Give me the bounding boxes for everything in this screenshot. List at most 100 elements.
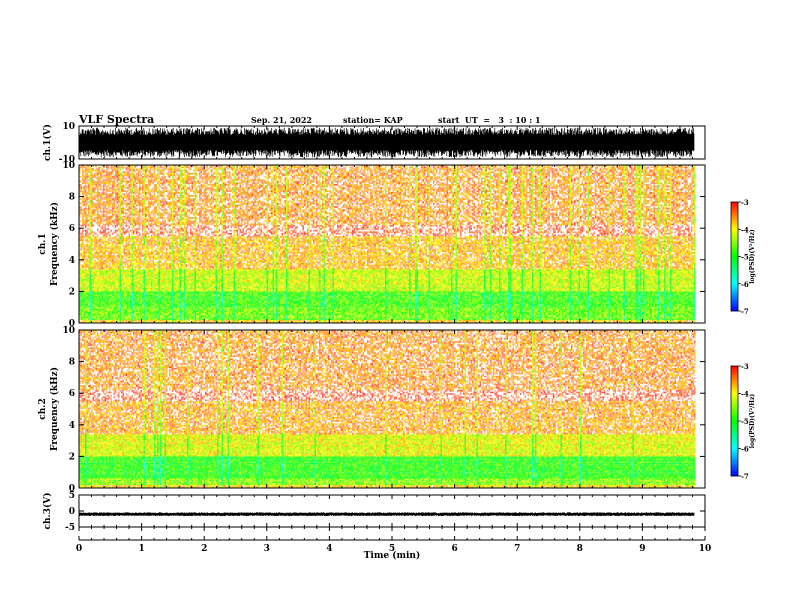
colorbar-1-swatch bbox=[731, 278, 738, 280]
colorbar-2-swatch bbox=[731, 449, 738, 451]
colorbar-1-swatch bbox=[731, 204, 738, 206]
colorbar-2-swatch bbox=[731, 406, 738, 408]
colorbar-1-swatch bbox=[731, 220, 738, 222]
colorbar-2-swatch bbox=[731, 428, 738, 430]
colorbar-label: log(PSD)(V²/Hz) bbox=[749, 394, 756, 449]
colorbar-2-swatch bbox=[731, 452, 738, 454]
colorbar-1-swatch bbox=[731, 235, 738, 237]
colorbar-1-swatch bbox=[731, 307, 738, 309]
time-tick-label: 6 bbox=[451, 544, 457, 554]
colorbar-2-swatch bbox=[731, 461, 738, 463]
colorbar-2-swatch bbox=[731, 467, 738, 469]
colorbar-tick-label: -6 bbox=[741, 280, 749, 289]
colorbar-1-swatch bbox=[731, 233, 738, 235]
colorbar-2-swatch bbox=[731, 384, 738, 386]
colorbar-2-swatch bbox=[731, 377, 738, 379]
colorbar-2-swatch bbox=[731, 370, 738, 372]
waveform-trace-1 bbox=[79, 128, 694, 158]
colorbar-2-swatch bbox=[731, 463, 738, 465]
colorbar-2-swatch bbox=[731, 441, 738, 443]
colorbar-1-swatch bbox=[731, 267, 738, 269]
colorbar-1-swatch bbox=[731, 282, 738, 284]
colorbar-tick-label: -7 bbox=[741, 307, 749, 316]
colorbar-2-swatch bbox=[731, 469, 738, 471]
colorbar-1-swatch bbox=[731, 242, 738, 244]
time-tick-label: 9 bbox=[639, 544, 645, 554]
colorbar-2-swatch bbox=[731, 375, 738, 377]
colorbar-2-swatch bbox=[731, 390, 738, 392]
colorbar-2-swatch bbox=[731, 368, 738, 370]
colorbar-2-swatch bbox=[731, 410, 738, 412]
colorbar-1-swatch bbox=[731, 213, 738, 215]
ch1-channel-label: ch.1 bbox=[38, 233, 48, 254]
colorbar-2-swatch bbox=[731, 419, 738, 421]
colorbar-1-swatch bbox=[731, 262, 738, 264]
colorbar-1-swatch bbox=[731, 238, 738, 240]
colorbar-1-swatch bbox=[731, 244, 738, 246]
colorbar-1-swatch bbox=[731, 286, 738, 288]
y-tick-label: 4 bbox=[69, 256, 75, 266]
colorbar-1-swatch bbox=[731, 257, 738, 259]
colorbar-2-swatch bbox=[731, 405, 738, 407]
colorbar-1-swatch bbox=[731, 206, 738, 208]
colorbar-1-swatch bbox=[731, 217, 738, 219]
y-tick-label: 8 bbox=[69, 358, 75, 368]
y-tick-label: 8 bbox=[69, 193, 75, 203]
colorbar-1-swatch bbox=[731, 276, 738, 278]
time-tick-label: 3 bbox=[264, 544, 270, 554]
colorbar-2-swatch bbox=[731, 450, 738, 452]
colorbar-2-swatch bbox=[731, 445, 738, 447]
colorbar-2-swatch bbox=[731, 454, 738, 456]
colorbar-1-swatch bbox=[731, 304, 738, 306]
colorbar-tick-label: -5 bbox=[741, 417, 749, 426]
ch2-channel-label: ch.2 bbox=[38, 398, 48, 419]
colorbar-2-swatch bbox=[731, 414, 738, 416]
colorbar-2-swatch bbox=[731, 465, 738, 467]
colorbar-1-swatch bbox=[731, 227, 738, 229]
colorbar-2-swatch bbox=[731, 417, 738, 419]
colorbar-2-swatch bbox=[731, 423, 738, 425]
time-tick-label: 10 bbox=[699, 544, 712, 554]
colorbar-1-swatch bbox=[731, 296, 738, 298]
colorbar-2-swatch bbox=[731, 412, 738, 414]
y-tick-label: 0 bbox=[69, 507, 75, 517]
colorbar-tick-label: -3 bbox=[741, 362, 749, 371]
colorbar-2-swatch bbox=[731, 438, 738, 440]
colorbar-label: log(PSD)(V²/Hz) bbox=[749, 229, 756, 284]
colorbar-2-swatch bbox=[731, 403, 738, 405]
colorbar-1-swatch bbox=[731, 251, 738, 253]
spectrogram-2 bbox=[79, 330, 696, 488]
colorbar-1-swatch bbox=[731, 226, 738, 228]
colorbar-2-swatch bbox=[731, 471, 738, 473]
colorbar-2-swatch bbox=[731, 381, 738, 383]
colorbar-2-swatch bbox=[731, 427, 738, 429]
colorbar-2-swatch bbox=[731, 456, 738, 458]
colorbar-1-swatch bbox=[731, 209, 738, 211]
waveform-trace-3 bbox=[79, 512, 694, 516]
time-tick-label: 2 bbox=[201, 544, 207, 554]
colorbar-2-swatch bbox=[731, 397, 738, 399]
colorbar-1-swatch bbox=[731, 291, 738, 293]
colorbar-2-swatch bbox=[731, 458, 738, 460]
y-tick-label: -5 bbox=[65, 523, 75, 533]
colorbar-1-swatch bbox=[731, 284, 738, 286]
colorbar-2-swatch bbox=[731, 388, 738, 390]
colorbar-1-swatch bbox=[731, 275, 738, 277]
colorbar-1-swatch bbox=[731, 229, 738, 231]
spectrogram-1 bbox=[79, 165, 696, 323]
colorbar-tick-label: -4 bbox=[741, 225, 749, 234]
time-tick-label: 7 bbox=[514, 544, 520, 554]
colorbar-2-swatch bbox=[731, 399, 738, 401]
colorbar-2-swatch bbox=[731, 421, 738, 423]
colorbar-1-swatch bbox=[731, 218, 738, 220]
y-tick-label: 5 bbox=[69, 491, 75, 501]
colorbar-1-swatch bbox=[731, 300, 738, 302]
colorbar-1-swatch bbox=[731, 260, 738, 262]
y-tick-label: 10 bbox=[62, 326, 75, 336]
time-tick-label: 8 bbox=[577, 544, 583, 554]
time-tick-label: 1 bbox=[138, 544, 144, 554]
colorbar-1-swatch bbox=[731, 295, 738, 297]
colorbar-1-swatch bbox=[731, 306, 738, 308]
colorbar-2-swatch bbox=[731, 430, 738, 432]
